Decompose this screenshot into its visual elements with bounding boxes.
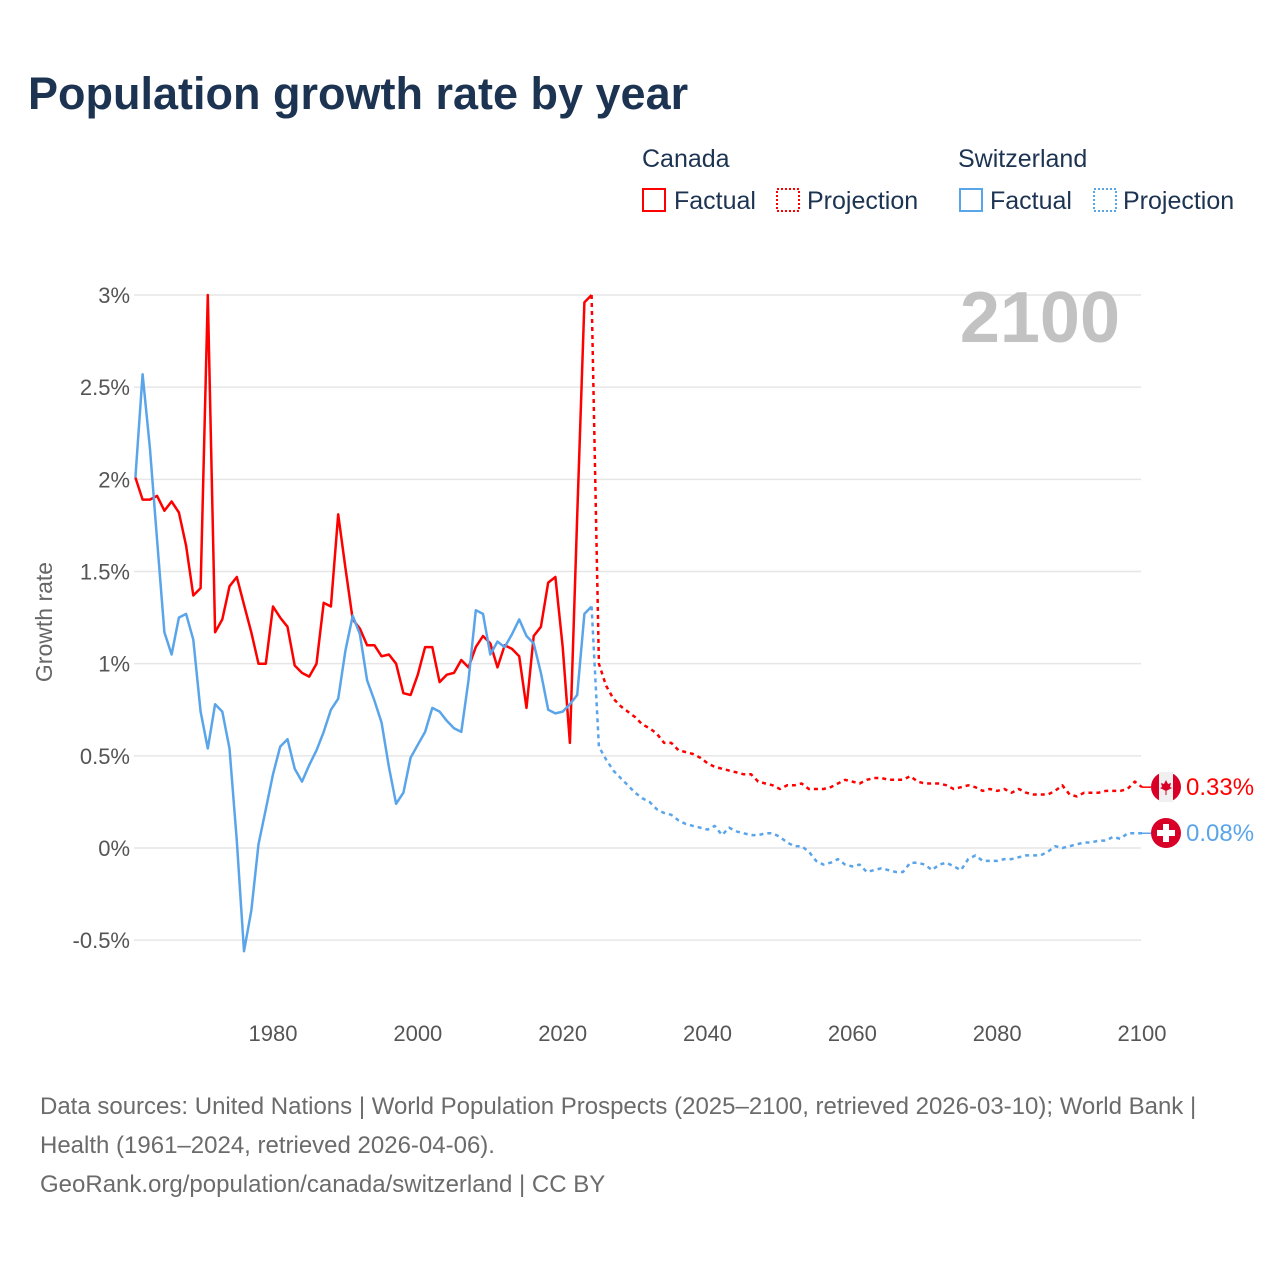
- end-label-canada: 0.33%: [1186, 774, 1254, 801]
- x-tick-label: 2060: [828, 1021, 877, 1046]
- legend-swatch-canada-factual: [642, 188, 666, 212]
- end-marker-canada: 0.33%: [1151, 772, 1254, 802]
- end-marker-switzerland: 0.08%: [1151, 818, 1254, 848]
- series-line-canada-factual: [134, 293, 593, 745]
- legend-swatch-switzerland-projection: [1093, 188, 1117, 212]
- legend-group-switzerland: Switzerland: [958, 145, 1087, 173]
- data-sources: Data sources: United Nations | World Pop…: [40, 1093, 1197, 1159]
- y-tick-label: -0.5%: [73, 928, 130, 953]
- y-tick-label: 1%: [98, 652, 130, 677]
- series-lines: [134, 293, 1151, 953]
- y-tick-label: 0%: [98, 836, 130, 861]
- legend-label-canada-projection[interactable]: Projection: [807, 187, 918, 215]
- x-tick-label: 2020: [538, 1021, 587, 1046]
- series-line-canada-projection: [590, 294, 1143, 798]
- y-tick-label: 0.5%: [80, 744, 130, 769]
- y-tick-label: 1.5%: [80, 560, 130, 585]
- gridlines: [134, 294, 1141, 941]
- x-axis-ticks: 1980 2000 2020 2040 2060 2080 2100: [249, 1021, 1167, 1046]
- year-watermark: 2100: [960, 278, 1120, 358]
- y-tick-label: 3%: [98, 283, 130, 308]
- legend: Canada Factual Projection Switzerland Fa…: [642, 145, 1234, 215]
- chart-title: Population growth rate by year: [28, 68, 689, 119]
- legend-swatch-canada-projection: [776, 188, 800, 212]
- legend-label-switzerland-factual[interactable]: Factual: [990, 187, 1072, 215]
- x-tick-label: 2080: [973, 1021, 1022, 1046]
- end-label-switzerland: 0.08%: [1186, 820, 1254, 847]
- y-axis-ticks: 3% 2.5% 2% 1.5% 1% 0.5% 0% -0.5%: [73, 283, 130, 953]
- x-tick-label: 2100: [1118, 1021, 1167, 1046]
- legend-swatch-switzerland-factual: [959, 188, 983, 212]
- footer: Data sources: United Nations | World Pop…: [40, 1087, 1240, 1204]
- series-line-switzerland-factual: [134, 373, 593, 953]
- legend-label-switzerland-projection[interactable]: Projection: [1123, 187, 1234, 215]
- x-tick-label: 1980: [249, 1021, 298, 1046]
- y-axis-label: Growth rate: [31, 562, 57, 682]
- y-tick-label: 2%: [98, 467, 130, 492]
- x-tick-label: 2040: [683, 1021, 732, 1046]
- x-tick-label: 2000: [393, 1021, 442, 1046]
- credit-link[interactable]: GeoRank.org/population/canada/switzerlan…: [40, 1171, 606, 1198]
- y-tick-label: 2.5%: [80, 375, 130, 400]
- series-line-switzerland-projection: [590, 606, 1142, 874]
- legend-group-canada: Canada: [642, 145, 730, 173]
- legend-label-canada-factual[interactable]: Factual: [674, 187, 756, 215]
